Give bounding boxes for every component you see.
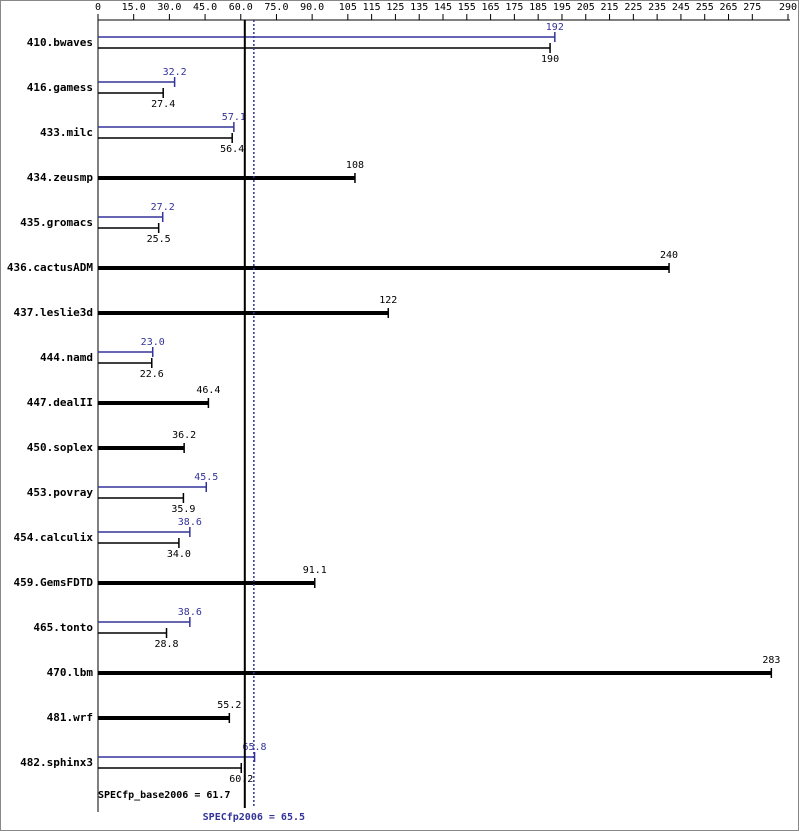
x-tick-label: 105	[339, 2, 357, 13]
x-tick-label: 90.0	[300, 2, 324, 13]
x-tick-label: 225	[624, 2, 642, 13]
x-tick-label: 165	[482, 2, 500, 13]
x-tick-label: 145	[434, 2, 452, 13]
category-label: 481.wrf	[47, 711, 93, 724]
x-tick-label: 155	[458, 2, 476, 13]
category-label: 437.leslie3d	[14, 306, 93, 319]
category-label: 436.cactusADM	[7, 261, 93, 274]
value-label: 22.6	[140, 369, 164, 380]
value-label: 60.2	[229, 774, 253, 785]
category-label: 453.povray	[27, 486, 94, 499]
value-label: 38.6	[178, 517, 202, 528]
x-tick-label: 75.0	[264, 2, 288, 13]
reference-label: SPECfp_base2006 = 61.7	[98, 790, 230, 801]
x-tick-label: 45.0	[193, 2, 217, 13]
value-label: 36.2	[172, 430, 196, 441]
x-tick-label: 195	[553, 2, 571, 13]
category-label: 434.zeusmp	[27, 171, 94, 184]
x-tick-label: 0	[95, 2, 101, 13]
value-label: 57.1	[222, 112, 246, 123]
x-tick-label: 30.0	[157, 2, 181, 13]
value-label: 283	[762, 655, 780, 666]
value-label: 190	[541, 54, 559, 65]
x-tick-label: 215	[601, 2, 619, 13]
category-label: 447.dealII	[27, 396, 93, 409]
x-tick-label: 15.0	[122, 2, 146, 13]
category-label: 482.sphinx3	[20, 756, 93, 769]
category-label: 444.namd	[40, 351, 93, 364]
value-label: 91.1	[303, 565, 327, 576]
category-label: 459.GemsFDTD	[14, 576, 94, 589]
category-label: 433.milc	[40, 126, 93, 139]
value-label: 55.2	[217, 700, 241, 711]
value-label: 108	[346, 160, 364, 171]
category-label: 410.bwaves	[27, 36, 93, 49]
x-tick-label: 125	[386, 2, 404, 13]
x-tick-label: 135	[410, 2, 428, 13]
value-label: 28.8	[154, 639, 178, 650]
x-tick-label: 265	[719, 2, 737, 13]
value-label: 27.2	[151, 202, 175, 213]
value-label: 23.0	[141, 337, 165, 348]
value-label: 46.4	[196, 385, 220, 396]
value-label: 35.9	[171, 504, 195, 515]
value-label: 192	[546, 22, 564, 33]
reference-label: SPECfp2006 = 65.5	[203, 812, 305, 823]
category-label: 465.tonto	[33, 621, 93, 634]
value-label: 25.5	[147, 234, 171, 245]
x-tick-label: 185	[529, 2, 547, 13]
value-label: 45.5	[194, 472, 218, 483]
x-tick-label: 275	[743, 2, 761, 13]
category-label: 416.gamess	[27, 81, 93, 94]
x-tick-label: 175	[505, 2, 523, 13]
x-tick-label: 290	[779, 2, 797, 13]
x-tick-label: 255	[696, 2, 714, 13]
value-label: 56.4	[220, 144, 244, 155]
value-label: 34.0	[167, 549, 191, 560]
value-label: 38.6	[178, 607, 202, 618]
value-label: 65.8	[243, 742, 267, 753]
x-tick-label: 235	[648, 2, 666, 13]
category-label: 470.lbm	[47, 666, 94, 679]
value-label: 240	[660, 250, 678, 261]
value-label: 122	[379, 295, 397, 306]
category-label: 450.soplex	[27, 441, 94, 454]
x-tick-label: 245	[672, 2, 690, 13]
category-label: 435.gromacs	[20, 216, 93, 229]
category-label: 454.calculix	[14, 531, 94, 544]
x-tick-label: 60.0	[229, 2, 253, 13]
x-tick-label: 205	[577, 2, 595, 13]
x-tick-label: 115	[363, 2, 381, 13]
value-label: 27.4	[151, 99, 175, 110]
value-label: 32.2	[163, 67, 187, 78]
